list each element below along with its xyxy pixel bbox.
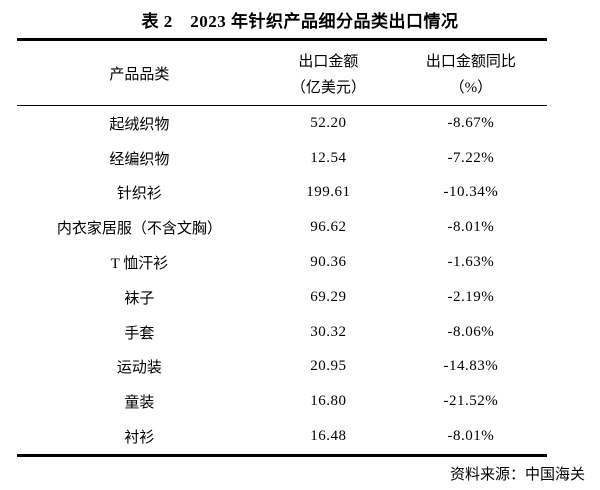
table-body: 起绒织物 52.20 -8.67% 经编织物 12.54 -7.22% 针织衫 …	[17, 106, 547, 457]
column-header-yoy: 出口金额同比 （%）	[395, 41, 547, 105]
cell-yoy: -21.52%	[443, 393, 499, 410]
cell-yoy: -8.01%	[447, 428, 495, 445]
table-row: 起绒织物 52.20 -8.67%	[17, 106, 547, 141]
cell-yoy: -14.83%	[443, 358, 499, 375]
cell-category: 起绒织物	[109, 116, 170, 133]
cell-export-value: 16.48	[310, 428, 347, 445]
table-row: 手套 30.32 -8.06%	[17, 315, 547, 350]
cell-yoy: -8.06%	[447, 323, 495, 340]
table-row: T 恤汗衫 90.36 -1.63%	[17, 245, 547, 280]
cell-yoy: -10.34%	[443, 184, 499, 201]
cell-category: 针织衫	[116, 186, 162, 203]
column-header-export-value-line1: 出口金额	[298, 54, 359, 70]
table-title: 表 2 2023 年针织产品细分品类出口情况	[141, 12, 459, 31]
cell-export-value: 69.29	[310, 288, 347, 305]
cell-export-value: 90.36	[310, 254, 347, 271]
cell-category: 手套	[124, 325, 155, 342]
column-header-yoy-line2: （%）	[449, 80, 493, 96]
table-header-row: 产品品类 出口金额 （亿美元） 出口金额同比 （%）	[17, 38, 547, 106]
column-header-export-value: 出口金额 （亿美元）	[262, 41, 395, 105]
table-row: 内衣家居服（不含文胸） 96.62 -8.01%	[17, 210, 547, 245]
cell-category: 运动装	[116, 360, 162, 377]
column-header-export-value-line2: （亿美元）	[290, 80, 366, 96]
cell-category: 经编织物	[109, 151, 170, 168]
column-header-category-label: 产品品类	[109, 67, 170, 83]
table-row: 经编织物 12.54 -7.22%	[17, 141, 547, 176]
cell-category: 衬衫	[124, 430, 155, 447]
cell-category: 童装	[124, 395, 155, 412]
cell-yoy: -2.19%	[447, 288, 495, 305]
cell-export-value: 199.61	[306, 184, 351, 201]
source-note: 资料来源：中国海关	[449, 467, 585, 483]
cell-export-value: 16.80	[310, 393, 347, 410]
cell-export-value: 30.32	[310, 323, 347, 340]
cell-category: 内衣家居服（不含文胸）	[56, 221, 222, 238]
column-header-yoy-line1: 出口金额同比	[425, 54, 516, 70]
table-row: 童装 16.80 -21.52%	[17, 384, 547, 419]
export-table: 产品品类 出口金额 （亿美元） 出口金额同比 （%） 起绒织物 52.20 -8…	[17, 38, 547, 457]
table-row: 针织衫 199.61 -10.34%	[17, 176, 547, 211]
cell-category: T 恤汗衫	[110, 256, 169, 273]
table-row: 运动装 20.95 -14.83%	[17, 350, 547, 385]
cell-yoy: -7.22%	[447, 149, 495, 166]
cell-yoy: -8.67%	[447, 114, 495, 131]
table-row: 袜子 69.29 -2.19%	[17, 280, 547, 315]
cell-yoy: -8.01%	[447, 219, 495, 236]
cell-export-value: 96.62	[310, 219, 347, 236]
column-header-category: 产品品类	[17, 41, 262, 105]
cell-export-value: 12.54	[310, 149, 347, 166]
table-row: 衬衫 16.48 -8.01%	[17, 419, 547, 454]
cell-category: 袜子	[124, 290, 155, 307]
cell-export-value: 52.20	[310, 114, 347, 131]
cell-export-value: 20.95	[310, 358, 347, 375]
cell-yoy: -1.63%	[447, 254, 495, 271]
